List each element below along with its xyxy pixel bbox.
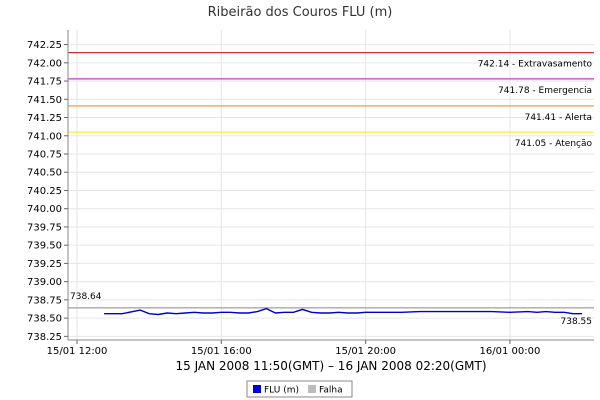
y-tick-label: 741.75 <box>27 77 62 88</box>
threshold-label: 741.78 - Emergencia <box>498 86 592 96</box>
legend-swatch-flu <box>253 385 261 393</box>
grid-lines <box>68 30 594 340</box>
x-tick-label: 15/01 12:00 <box>47 346 108 357</box>
y-tick-label: 740.25 <box>27 186 62 197</box>
series-group <box>104 307 583 316</box>
x-tick-label: 15/01 16:00 <box>191 346 252 357</box>
plot-area <box>68 30 594 340</box>
legend: FLU (m) Falha <box>246 380 353 398</box>
legend-label-falha: Falha <box>319 386 343 396</box>
y-tick-label: 742.00 <box>27 58 62 69</box>
chart-title: Ribeirão dos Couros FLU (m) <box>208 5 393 20</box>
threshold-label: 742.14 - Extravasamento <box>478 60 593 70</box>
y-tick-label: 741.50 <box>27 95 62 106</box>
y-tick-label: 742.25 <box>27 40 62 51</box>
y-tick-label: 739.00 <box>27 277 62 288</box>
x-axis-ticks: 15/01 12:00 15/01 16:00 15/01 20:00 16/01 0… <box>47 340 541 357</box>
y-tick-label: 738.25 <box>27 332 62 343</box>
axes <box>67 30 594 341</box>
y-tick-label: 739.50 <box>27 241 62 252</box>
plot-background <box>68 30 594 340</box>
y-tick-label: 740.00 <box>27 204 62 215</box>
x-tick-label: 15/01 20:00 <box>335 346 396 357</box>
legend-label-flu: FLU (m) <box>264 386 299 396</box>
y-tick-label: 741.25 <box>27 113 62 124</box>
y-tick-label: 741.00 <box>27 131 62 142</box>
y-tick-label: 738.50 <box>27 314 62 325</box>
x-tick-label: 16/01 00:00 <box>480 346 541 357</box>
legend-box <box>246 380 353 398</box>
threshold-label: 741.05 - Atenção <box>515 139 593 149</box>
series-line-flu <box>104 307 583 316</box>
y-tick-label: 739.25 <box>27 259 62 270</box>
edge-label-end: 738.55 <box>561 317 593 327</box>
y-tick-label: 739.75 <box>27 222 62 233</box>
threshold-lines: 742.14 - Extravasamento 741.78 - Emergenc… <box>68 51 594 309</box>
y-axis-ticks: 742.25 742.00 741.75 741.50 741.25 741.00 740.… <box>27 40 68 343</box>
chart-subtitle: 15 JAN 2008 11:50(GMT) – 16 JAN 2008 02:… <box>175 359 486 373</box>
edge-label-start: 738.64 <box>70 292 102 302</box>
legend-swatch-falha <box>308 385 316 393</box>
y-tick-label: 740.50 <box>27 168 62 179</box>
y-tick-label: 738.75 <box>27 295 62 306</box>
threshold-label: 741.41 - Alerta <box>525 113 592 123</box>
y-tick-label: 740.75 <box>27 150 62 161</box>
